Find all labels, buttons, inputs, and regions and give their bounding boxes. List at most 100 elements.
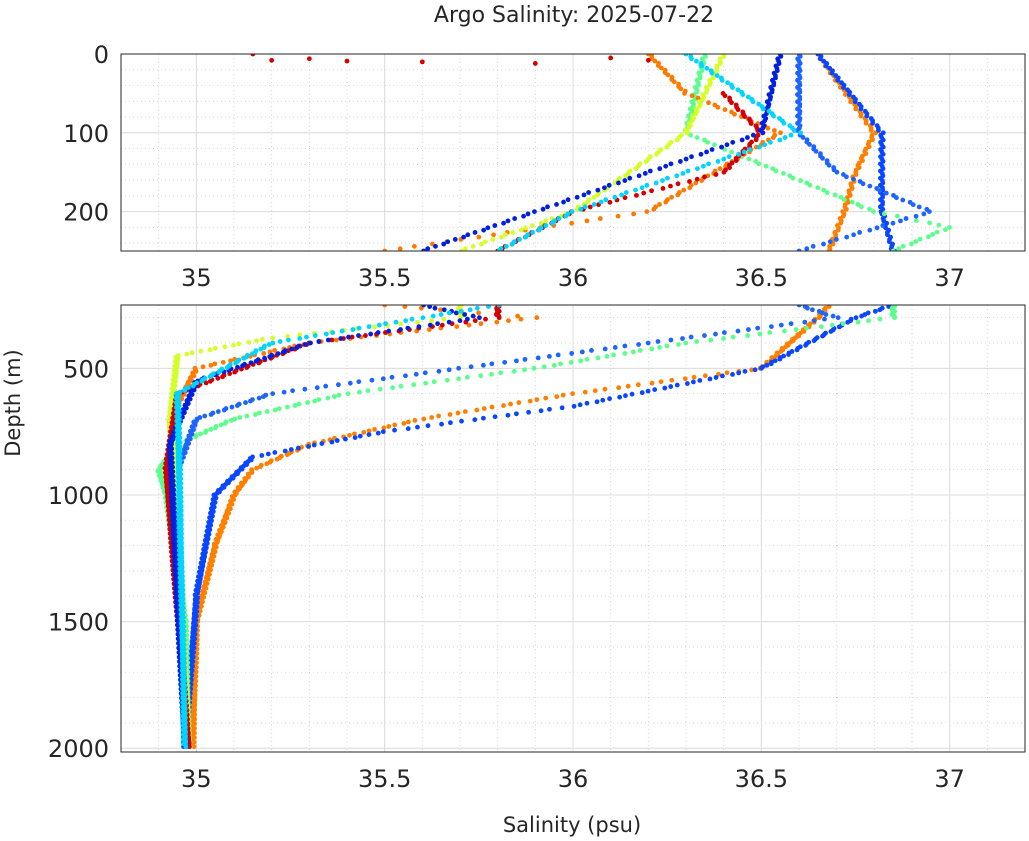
data-point (804, 246, 810, 251)
data-point (699, 178, 705, 183)
data-point (644, 182, 650, 188)
data-point (208, 426, 214, 432)
data-point (258, 464, 263, 470)
data-point (683, 156, 689, 162)
data-point (441, 307, 447, 313)
data-point (841, 85, 846, 90)
data-point (707, 82, 713, 88)
data-point (248, 360, 254, 366)
data-point (474, 305, 480, 311)
data-point (556, 216, 562, 221)
data-point (811, 338, 817, 344)
data-point (849, 199, 855, 205)
data-point (706, 161, 711, 167)
data-point (782, 328, 787, 334)
data-point (398, 321, 404, 327)
data-point (333, 337, 339, 343)
data-point (266, 342, 272, 347)
data-point (232, 369, 238, 375)
data-point (249, 470, 255, 475)
data-point (762, 142, 768, 148)
x-tick-label: 36 (558, 264, 589, 292)
data-point (534, 397, 540, 402)
data-point (848, 99, 853, 105)
data-point (297, 336, 303, 341)
data-point (602, 185, 607, 191)
data-point (823, 63, 829, 69)
data-point (455, 410, 461, 416)
data-point (633, 166, 639, 172)
data-point (822, 316, 827, 322)
data-point (677, 159, 683, 164)
data-point (233, 360, 239, 366)
data-point (709, 147, 715, 152)
data-point (778, 322, 784, 328)
data-point (668, 384, 674, 389)
data-point (236, 341, 242, 347)
data-point (349, 334, 355, 340)
data-point (438, 312, 444, 317)
data-point (574, 206, 580, 212)
data-point (687, 185, 693, 191)
data-point (261, 394, 266, 400)
data-point (859, 204, 864, 210)
data-point (237, 415, 243, 420)
data-point (256, 395, 262, 401)
data-point (645, 340, 651, 346)
data-point (454, 324, 460, 330)
data-point (611, 352, 616, 358)
data-point (872, 308, 878, 314)
data-point (913, 218, 919, 224)
data-point (549, 220, 555, 226)
data-point (891, 250, 893, 251)
data-point (208, 362, 214, 368)
data-point (530, 230, 536, 235)
data-point (462, 312, 468, 317)
data-point (851, 232, 857, 238)
data-point (212, 425, 218, 431)
data-point (804, 305, 810, 311)
data-point (913, 213, 919, 219)
data-point (889, 250, 891, 251)
data-point (747, 147, 753, 152)
data-point (637, 348, 643, 353)
data-point (643, 159, 649, 164)
data-point (760, 106, 766, 112)
data-point (639, 390, 645, 396)
data-point (224, 365, 230, 370)
data-point (741, 149, 747, 155)
data-point (652, 387, 658, 392)
data-point (207, 374, 213, 380)
data-point (246, 474, 251, 480)
data-point (704, 65, 710, 71)
data-point (517, 237, 522, 242)
data-point (220, 374, 225, 380)
data-point (676, 342, 681, 347)
data-point (589, 348, 594, 353)
data-point (756, 144, 762, 150)
data-point (302, 386, 308, 392)
data-point (584, 400, 590, 406)
data-point (189, 350, 195, 356)
data-point (760, 130, 766, 136)
data-point (706, 100, 711, 106)
data-point (448, 420, 453, 426)
y-tick-label: 500 (63, 355, 109, 383)
data-point (350, 327, 356, 332)
data-point (574, 194, 580, 200)
data-point (462, 246, 468, 251)
data-point (254, 465, 259, 471)
data-point (405, 419, 411, 425)
data-point (700, 163, 706, 169)
data-point (380, 429, 386, 435)
data-point (750, 99, 756, 105)
data-point (543, 223, 549, 228)
data-point (607, 199, 613, 205)
data-point (496, 305, 502, 308)
data-point (368, 331, 374, 337)
data-point (422, 370, 428, 376)
data-point (248, 398, 253, 404)
data-point (584, 356, 590, 362)
data-point (514, 411, 519, 417)
data-point (560, 392, 566, 398)
